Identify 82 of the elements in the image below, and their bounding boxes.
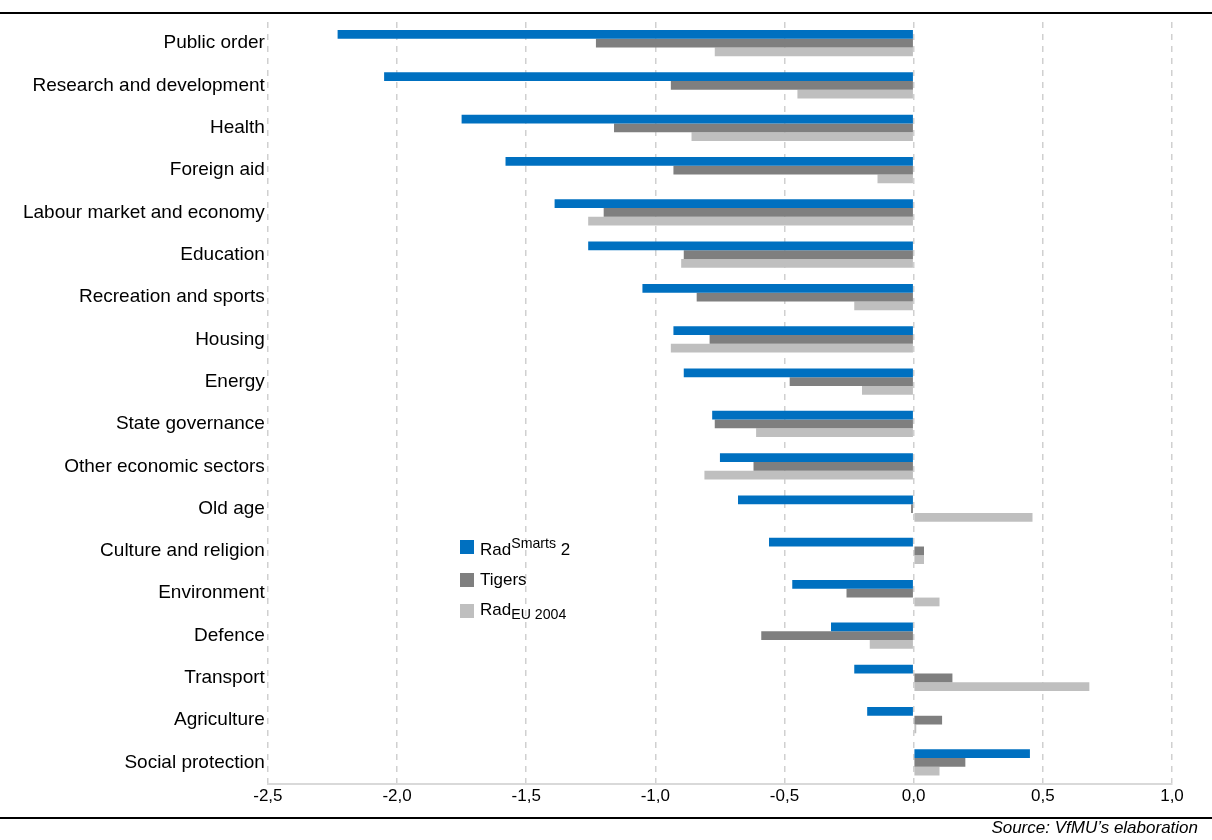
bar (756, 428, 913, 438)
bar (461, 114, 913, 124)
bar (683, 250, 913, 260)
bar (588, 216, 913, 226)
bar (914, 766, 940, 776)
bar (691, 132, 913, 141)
bar (505, 156, 913, 166)
bar (914, 597, 940, 607)
y-tick-label: Energy (204, 369, 266, 391)
y-tick-label: Recreation and sports (78, 285, 265, 307)
bar (738, 495, 913, 505)
bar (769, 537, 913, 547)
bar (670, 81, 913, 90)
legend-label: Rad$^{Smarts}$ 2 (480, 535, 571, 560)
y-tick-label: Housing (195, 327, 265, 349)
bar (854, 664, 913, 674)
x-tick-label: -2,5 (253, 786, 283, 806)
bar (681, 259, 913, 268)
legend-label: Rad$_{EU 2004}$ (480, 599, 567, 623)
bar (709, 334, 913, 344)
bar (712, 410, 913, 420)
x-tick-label: 0,0 (901, 786, 926, 806)
bar (753, 461, 913, 471)
y-tick-label: Health (209, 116, 265, 138)
bar (670, 343, 913, 353)
y-tick-label: Education (180, 242, 265, 264)
y-tick-label: Other economic sectors (64, 454, 265, 476)
bar (789, 377, 913, 387)
bar (714, 47, 913, 57)
bar (831, 622, 913, 632)
y-tick-label: Culture and religion (100, 539, 265, 561)
bar (869, 639, 913, 649)
bar (862, 386, 913, 395)
bar (337, 30, 913, 39)
x-tick-label: 1,0 (1160, 786, 1184, 806)
bar (854, 301, 913, 311)
bar (696, 292, 913, 302)
bar (642, 283, 913, 293)
x-tick-label: -2,0 (382, 786, 412, 806)
bar (588, 241, 913, 251)
x-tick-label: -1,5 (511, 786, 541, 806)
bar (603, 208, 913, 217)
bar (914, 673, 953, 683)
bar (914, 512, 1033, 522)
x-tick-label: 0,5 (1031, 786, 1055, 806)
bar (846, 588, 913, 598)
y-tick-label: Transport (184, 666, 266, 688)
bar (914, 758, 966, 767)
bar (719, 453, 913, 462)
bar (554, 199, 913, 209)
y-tick-label: Environment (158, 581, 266, 603)
bar (673, 326, 913, 335)
y-tick-label: Old age (198, 496, 265, 518)
bar (914, 749, 1030, 759)
bar (914, 546, 925, 556)
y-tick-label: Public order (163, 31, 266, 53)
source-note: Source: VfMU’s elaboration (991, 818, 1198, 838)
y-tick-label: Defence (194, 623, 265, 645)
y-tick-label: Social protection (124, 750, 265, 772)
bar (797, 89, 913, 99)
legend-label: Tigers (480, 569, 527, 590)
y-tick-label: State governance (115, 412, 265, 434)
bar (792, 580, 913, 589)
bar (384, 72, 913, 82)
y-tick-label: Agriculture (174, 708, 265, 730)
x-tick-label: -0,5 (769, 786, 800, 806)
bar (914, 555, 925, 565)
y-tick-label: Foreign aid (169, 158, 265, 180)
bar (595, 38, 913, 48)
bar (914, 715, 943, 725)
bar (714, 419, 913, 429)
y-tick-label: Research and development (32, 73, 266, 95)
bar (877, 174, 913, 184)
bar (914, 682, 1090, 691)
x-tick-label: -1,0 (640, 786, 670, 806)
bar (683, 368, 913, 378)
y-tick-label: Labour market and economy (22, 200, 266, 222)
bar (761, 631, 913, 640)
bar (673, 165, 913, 175)
bar (867, 707, 913, 716)
bar (614, 123, 913, 133)
bar (704, 470, 913, 480)
